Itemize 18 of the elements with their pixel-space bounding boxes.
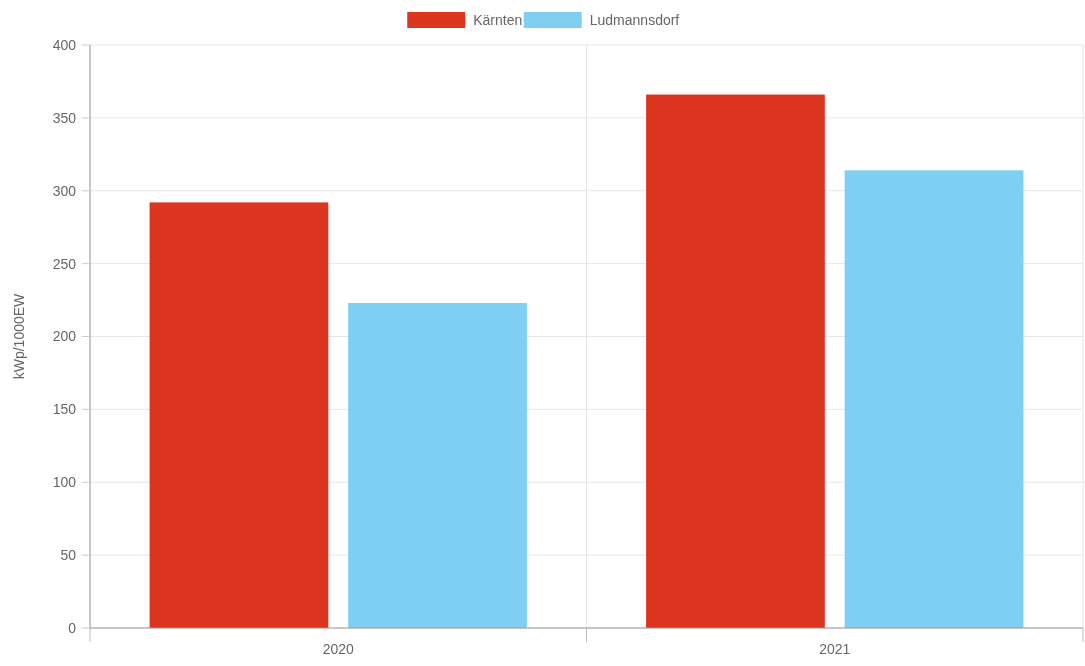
y-tick-label: 200 <box>52 328 77 345</box>
x-tick-label: 2020 <box>322 641 355 657</box>
y-axis-title: kWp/1000EW <box>11 292 27 380</box>
y-tick-label: 50 <box>60 547 77 564</box>
bar <box>646 94 825 628</box>
y-tick-label: 0 <box>68 619 77 636</box>
y-tick-label: 300 <box>52 182 77 199</box>
legend-label: Kärnten <box>473 11 523 28</box>
y-tick-label: 250 <box>52 255 77 272</box>
bar <box>149 202 329 628</box>
bar <box>348 302 527 628</box>
bar <box>844 170 1024 628</box>
y-tick-label: 150 <box>52 401 77 418</box>
y-tick-label: 350 <box>52 109 77 126</box>
legend-label: Ludmannsdorf <box>589 11 680 28</box>
x-tick-label: 2021 <box>819 641 851 657</box>
y-tick-label: 100 <box>52 474 77 491</box>
y-tick-label: 400 <box>52 36 77 53</box>
